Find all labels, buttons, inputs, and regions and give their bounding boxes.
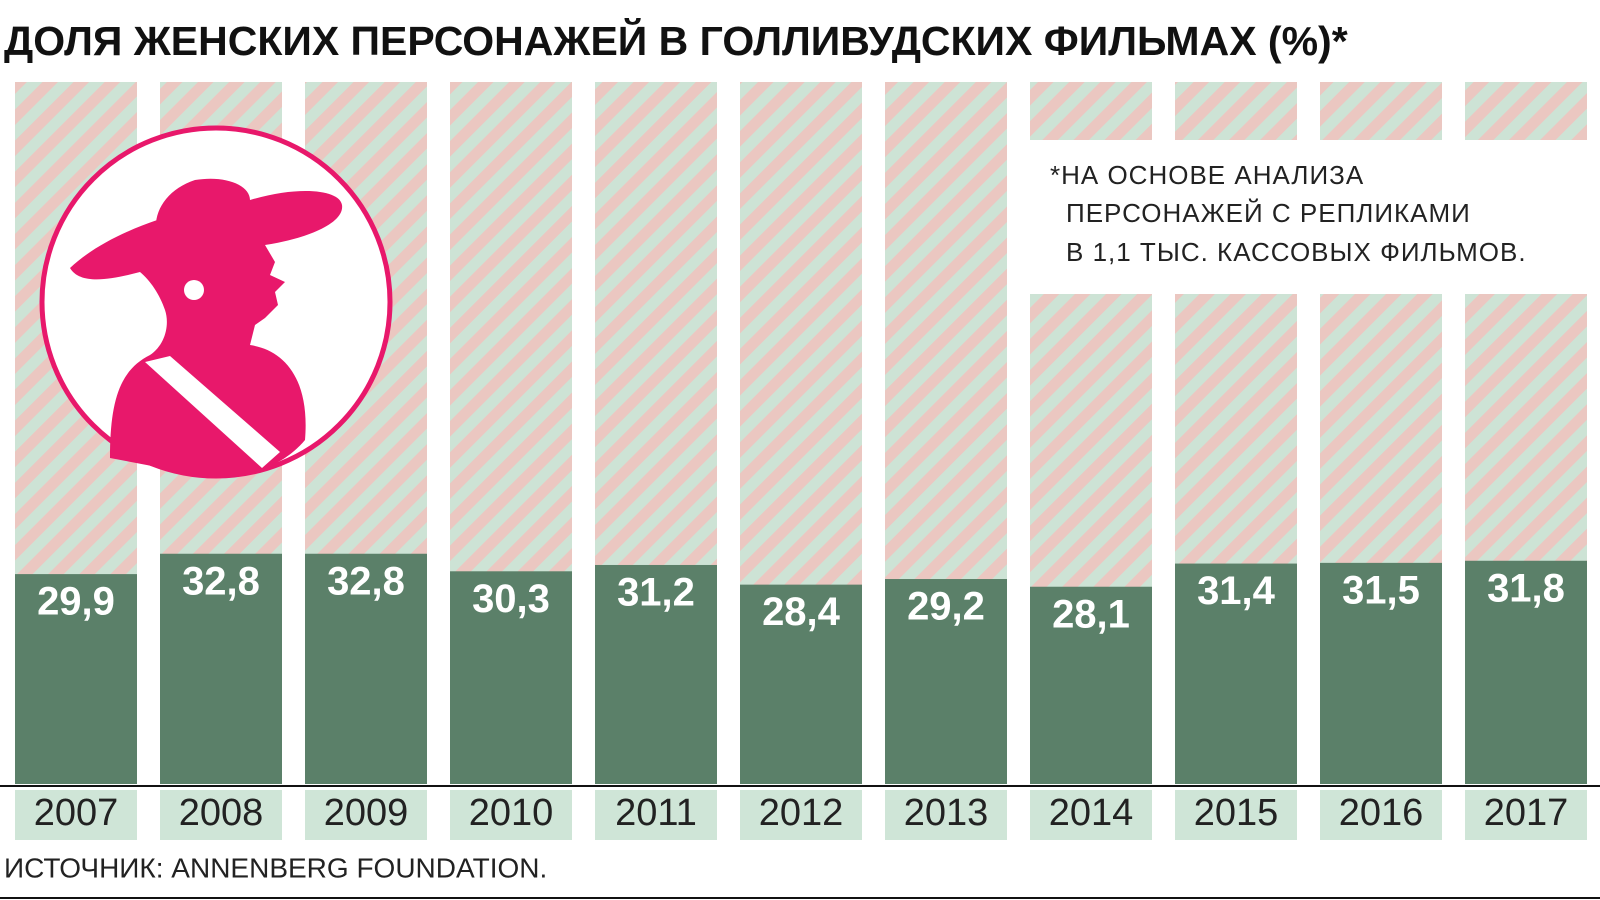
note-background bbox=[1020, 140, 1600, 294]
value-label: 29,9 bbox=[37, 580, 115, 624]
category-band bbox=[1030, 790, 1152, 840]
bar bbox=[1465, 560, 1587, 784]
note-line: В 1,1 ТЫС. КАССОВЫХ ФИЛЬМОВ. bbox=[1066, 237, 1527, 267]
value-label: 28,1 bbox=[1052, 592, 1130, 636]
bar bbox=[1030, 586, 1152, 784]
x-tick-label: 2012 bbox=[759, 792, 844, 834]
x-tick-label: 2013 bbox=[904, 792, 989, 834]
bar bbox=[450, 571, 572, 784]
x-tick-label: 2007 bbox=[34, 792, 119, 834]
category-band bbox=[1320, 790, 1442, 840]
value-label: 31,4 bbox=[1197, 569, 1276, 613]
bar bbox=[160, 553, 282, 784]
value-label: 32,8 bbox=[182, 559, 260, 603]
category-band bbox=[305, 790, 427, 840]
x-tick-label: 2016 bbox=[1339, 792, 1424, 834]
bar bbox=[885, 579, 1007, 784]
category-band bbox=[15, 790, 137, 840]
x-tick-label: 2010 bbox=[469, 792, 554, 834]
bar bbox=[15, 574, 137, 784]
note-line: ПЕРСОНАЖЕЙ С РЕПЛИКАМИ bbox=[1066, 198, 1471, 228]
x-tick-label: 2011 bbox=[615, 792, 697, 834]
value-label: 30,3 bbox=[472, 577, 550, 621]
category-band bbox=[740, 790, 862, 840]
category-band bbox=[1175, 790, 1297, 840]
note-line: *НА ОСНОВЕ АНАЛИЗА bbox=[1050, 160, 1364, 190]
bar bbox=[595, 564, 717, 784]
x-tick-label: 2017 bbox=[1484, 792, 1569, 834]
value-label: 32,8 bbox=[327, 559, 405, 603]
x-tick-label: 2009 bbox=[324, 792, 409, 834]
x-tick-label: 2008 bbox=[179, 792, 264, 834]
bar bbox=[1175, 563, 1297, 784]
bar bbox=[305, 553, 427, 784]
value-label: 31,2 bbox=[617, 571, 695, 615]
category-band bbox=[450, 790, 572, 840]
value-label: 31,5 bbox=[1342, 568, 1420, 612]
category-band bbox=[1465, 790, 1587, 840]
category-band bbox=[160, 790, 282, 840]
x-tick-label: 2015 bbox=[1194, 792, 1279, 834]
value-label: 31,8 bbox=[1487, 566, 1565, 610]
chart-title: ДОЛЯ ЖЕНСКИХ ПЕРСОНАЖЕЙ В ГОЛЛИВУДСКИХ Ф… bbox=[4, 18, 1348, 64]
illustration bbox=[39, 125, 393, 479]
value-label: 28,4 bbox=[762, 590, 841, 634]
category-band bbox=[595, 790, 717, 840]
bar bbox=[740, 584, 862, 784]
bar bbox=[1320, 562, 1442, 784]
category-band bbox=[885, 790, 1007, 840]
source: ИСТОЧНИК: ANNENBERG FOUNDATION. bbox=[4, 852, 547, 883]
value-label: 29,2 bbox=[907, 585, 985, 629]
x-tick-label: 2014 bbox=[1049, 792, 1134, 834]
